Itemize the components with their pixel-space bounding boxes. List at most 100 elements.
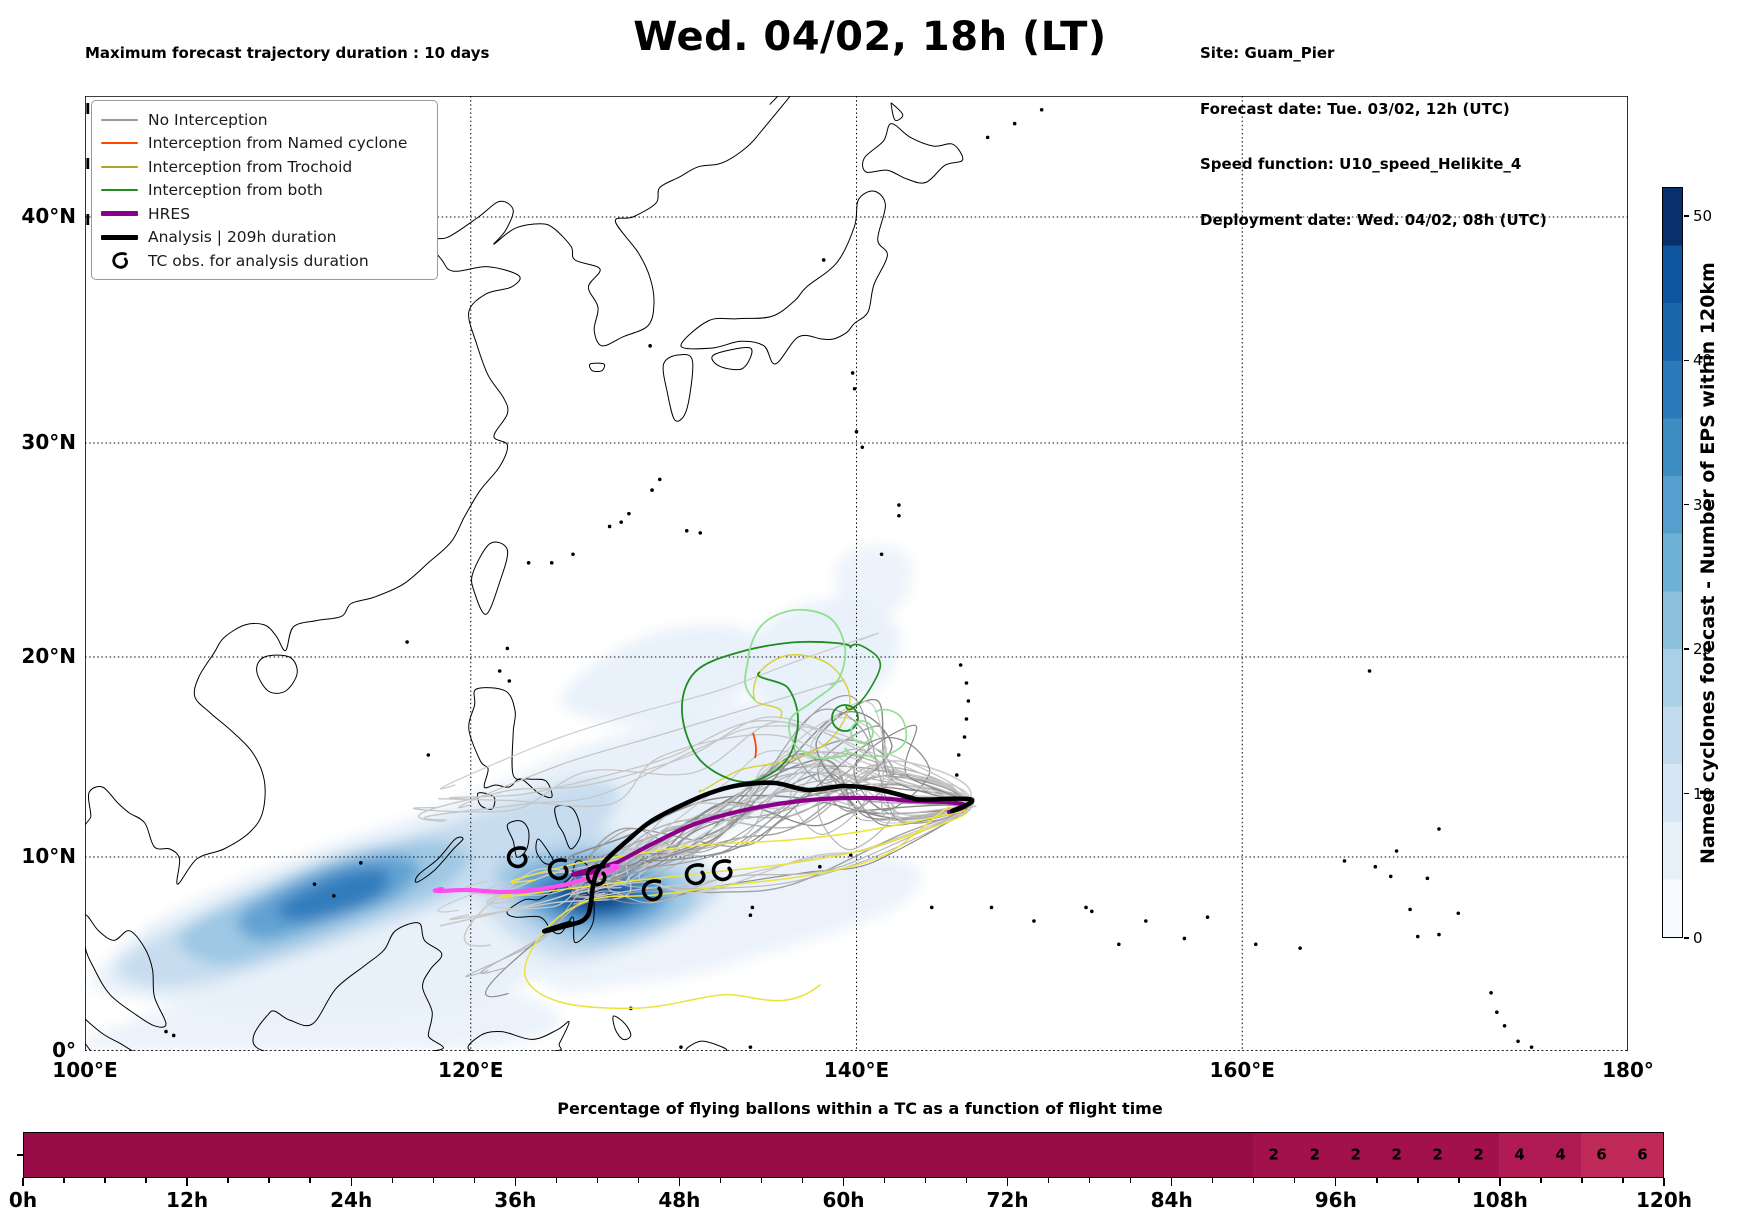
flight-time-tick-label: 84h	[1150, 1188, 1193, 1212]
colorbar-tick	[1684, 215, 1689, 217]
eps-in-tc-count: 2	[1309, 1145, 1320, 1164]
flight-time-tick	[883, 1178, 886, 1183]
legend-item-label: Interception from both	[148, 181, 323, 200]
colorbar-tick	[1684, 648, 1689, 650]
flight-time-tick	[1006, 1178, 1009, 1186]
tc-obs-symbol	[641, 879, 663, 902]
flight-time-tick	[473, 1178, 475, 1183]
colorbar-tick-label: 50	[1693, 206, 1713, 225]
flight-time-tick-label: 108h	[1471, 1188, 1528, 1212]
tc-obs-symbol	[684, 863, 706, 886]
flight-time-bar: 2 2 2 2 2 2 4 4 6 6	[23, 1132, 1664, 1178]
flight-time-tick	[678, 1178, 681, 1186]
eps-in-tc-count: 4	[1514, 1145, 1525, 1164]
flight-time-tick-label: 120h	[1636, 1188, 1692, 1212]
legend-item: HRES	[101, 202, 427, 226]
speed-function-text: Speed function: U10_speed_Helikite_4	[1200, 155, 1522, 173]
flight-time-tick	[1417, 1178, 1419, 1183]
flight-time-tick	[22, 1178, 24, 1186]
legend-item-label: TC obs. for analysis duration	[148, 251, 369, 270]
eps-in-tc-count: 2	[1391, 1145, 1402, 1164]
legend-item-tc-obs: TC obs. for analysis duration	[101, 249, 427, 273]
flight-time-tick	[719, 1178, 722, 1183]
flight-time-tick	[1458, 1178, 1460, 1183]
flight-time-tick	[1047, 1178, 1050, 1183]
flight-time-tick-label: 24h	[330, 1188, 373, 1212]
flight-time-tick	[350, 1178, 352, 1186]
legend-item-label: HRES	[148, 204, 191, 223]
flight-time-tick-label: 96h	[1314, 1188, 1357, 1212]
lat-tick-label: 40°N	[21, 204, 76, 228]
legend-item: Interception from Trochoid	[101, 155, 427, 179]
colorbar-axis-label: Named cyclones forecast - Number of EPS …	[1697, 262, 1719, 864]
legend-item: Interception from Named cyclone	[101, 132, 427, 156]
flight-time-segment	[1499, 1133, 1582, 1177]
tc-obs-symbol	[506, 846, 528, 869]
legend-item-label: No Interception	[148, 110, 268, 129]
flight-time-segment	[1253, 1133, 1500, 1177]
legend-item-label: Interception from Trochoid	[148, 157, 353, 176]
lat-tick-label: 30°N	[21, 430, 76, 454]
map-canvas	[85, 96, 1628, 1051]
eps-in-tc-count: 2	[1268, 1145, 1279, 1164]
bar-y-tick	[17, 1154, 23, 1156]
flight-time-tick	[965, 1178, 968, 1183]
max-duration-text: Maximum forecast trajectory duration : 1…	[85, 44, 490, 62]
flight-time-tick	[309, 1178, 311, 1183]
flight-time-tick	[1171, 1178, 1173, 1186]
colorbar-tick	[1684, 504, 1689, 506]
tc-obs-symbol	[585, 864, 607, 887]
bottom-chart-title: Percentage of flying ballons within a TC…	[557, 1099, 1163, 1118]
colorbar-tick	[1684, 937, 1689, 939]
lon-tick-label: 120°E	[438, 1058, 504, 1082]
header-right-block: Site: Guam_Pier Forecast date: Tue. 03/0…	[1200, 7, 1547, 266]
flight-time-tick	[1294, 1178, 1296, 1183]
flight-time-tick	[801, 1178, 804, 1183]
flight-time-tick	[63, 1178, 65, 1183]
colorbar	[1662, 187, 1683, 938]
legend-item: Analysis | 209h duration	[101, 226, 427, 250]
flight-time-tick	[1129, 1178, 1132, 1183]
flight-time-tick	[227, 1178, 229, 1183]
colorbar-tick	[1684, 792, 1689, 795]
lon-tick-label: 140°E	[823, 1058, 890, 1082]
legend-item-label: Analysis | 209h duration	[148, 228, 337, 247]
flight-time-tick	[104, 1178, 106, 1183]
flight-time-tick-label: 36h	[494, 1188, 537, 1212]
lon-tick-label: 180°	[1602, 1058, 1654, 1082]
flight-time-segment	[24, 1133, 1254, 1177]
colorbar-tick-label: 0	[1693, 929, 1703, 947]
tc-obs-symbol	[711, 859, 733, 882]
lat-tick-label: 20°N	[21, 644, 76, 668]
tc-obs-icon	[101, 250, 138, 272]
flight-time-tick	[555, 1178, 558, 1183]
flight-time-tick	[760, 1178, 763, 1183]
flight-time-tick	[842, 1178, 845, 1186]
legend-line-swatch	[101, 165, 138, 168]
flight-time-tick-label: 48h	[658, 1188, 701, 1212]
colorbar-tick-label: 30	[1693, 495, 1713, 514]
flight-time-tick	[391, 1178, 393, 1183]
eps-in-tc-count: 4	[1555, 1145, 1566, 1164]
flight-time-tick	[145, 1178, 147, 1183]
legend-line-swatch	[101, 189, 138, 192]
flight-time-tick	[186, 1178, 188, 1186]
legend-line-swatch	[101, 211, 138, 217]
flight-time-tick	[1253, 1178, 1255, 1183]
flight-time-tick	[514, 1178, 516, 1186]
flight-time-tick	[1499, 1178, 1501, 1186]
flight-time-tick	[1581, 1178, 1583, 1183]
flight-time-tick	[432, 1178, 434, 1183]
page-title: Wed. 04/02, 18h (LT)	[633, 14, 1107, 60]
flight-time-tick-label: 60h	[822, 1188, 865, 1212]
flight-time-tick	[1376, 1178, 1378, 1183]
legend-line-swatch	[101, 234, 138, 240]
legend-line-swatch	[101, 142, 138, 145]
flight-time-tick-label: 12h	[166, 1188, 209, 1212]
eps-in-tc-count: 6	[1596, 1145, 1607, 1164]
flight-time-tick	[268, 1178, 270, 1183]
lat-tick-label: 0°	[52, 1038, 76, 1062]
flight-time-tick	[1088, 1178, 1091, 1183]
